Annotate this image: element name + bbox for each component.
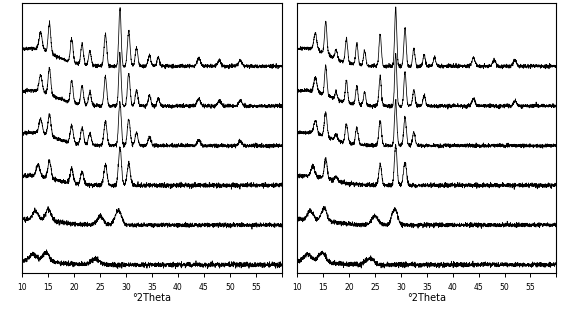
X-axis label: °2Theta: °2Theta xyxy=(407,293,446,303)
X-axis label: °2Theta: °2Theta xyxy=(133,293,171,303)
